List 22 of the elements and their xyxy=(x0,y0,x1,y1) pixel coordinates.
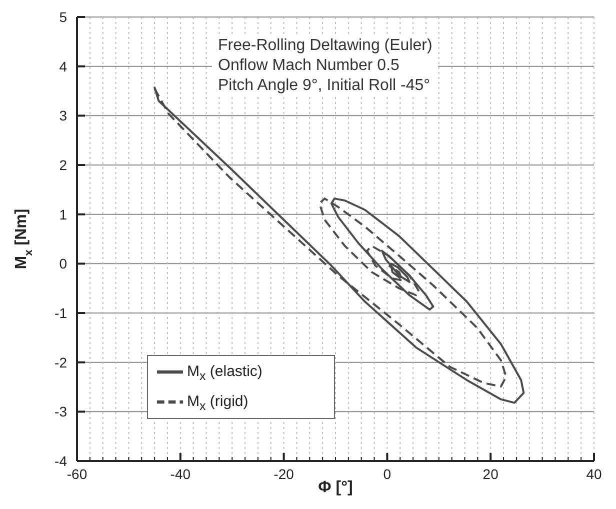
y-tick-label: 2 xyxy=(59,157,68,173)
x-tick-label: 0 xyxy=(383,466,392,482)
x-tick-label: 20 xyxy=(482,466,499,482)
annotation: Free-Rolling Deltawing (Euler) xyxy=(218,37,432,54)
y-tick-label: 3 xyxy=(59,108,68,124)
x-tick-label: 40 xyxy=(586,466,602,482)
x-tick-label: -20 xyxy=(274,466,294,482)
y-tick-label: -4 xyxy=(54,453,68,469)
annotation: Pitch Angle 9°, Initial Roll -45° xyxy=(218,77,430,94)
x-tick-label: -60 xyxy=(66,466,88,482)
y-tick-label: -2 xyxy=(54,354,68,370)
x-tick-label: -40 xyxy=(170,466,191,482)
y-tick-label: 5 xyxy=(59,9,68,25)
y-tick-label: 1 xyxy=(59,206,68,222)
legend-label: M$_{x}$ (elastic) xyxy=(187,363,262,383)
annotation: Onflow Mach Number 0.5 xyxy=(218,57,400,74)
y-tick-label: 0 xyxy=(59,256,68,272)
legend-label: M$_{x}$ (rigid) xyxy=(187,393,248,413)
x-axis-title: Φ [°] xyxy=(318,479,353,496)
y-tick-label: -1 xyxy=(54,305,68,321)
y-tick-label: -3 xyxy=(54,404,68,420)
y-tick-label: 4 xyxy=(59,58,68,74)
